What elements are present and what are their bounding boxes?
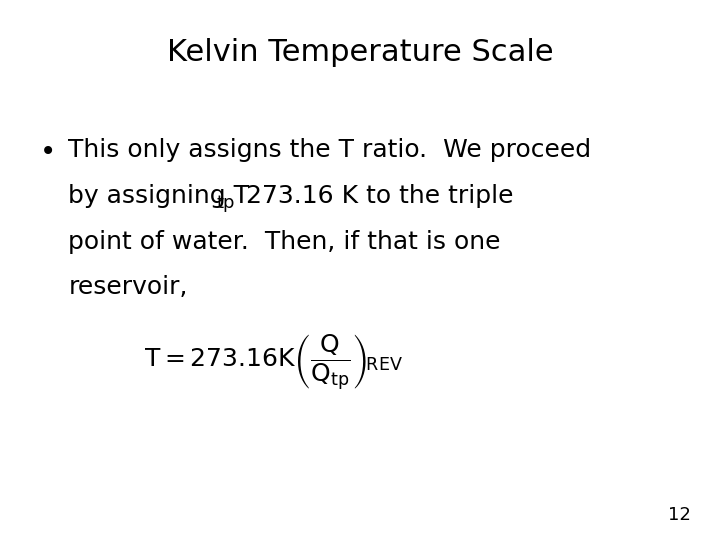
Text: $\mathrm{T = 273.16K}\left(\dfrac{\mathrm{Q}}{\mathrm{Q_{tp}}}\right)_{\!\mathrm: $\mathrm{T = 273.16K}\left(\dfrac{\mathr…	[144, 332, 403, 392]
Text: Kelvin Temperature Scale: Kelvin Temperature Scale	[167, 38, 553, 67]
Text: This only assigns the T ratio.  We proceed: This only assigns the T ratio. We procee…	[68, 138, 592, 161]
Text: 12: 12	[668, 506, 691, 524]
Text: •: •	[40, 138, 56, 166]
Text: by assigning T: by assigning T	[68, 184, 249, 207]
Text: 273.16 K to the triple: 273.16 K to the triple	[238, 184, 513, 207]
Text: point of water.  Then, if that is one: point of water. Then, if that is one	[68, 230, 501, 253]
Text: reservoir,: reservoir,	[68, 275, 188, 299]
Text: tp: tp	[217, 194, 235, 212]
